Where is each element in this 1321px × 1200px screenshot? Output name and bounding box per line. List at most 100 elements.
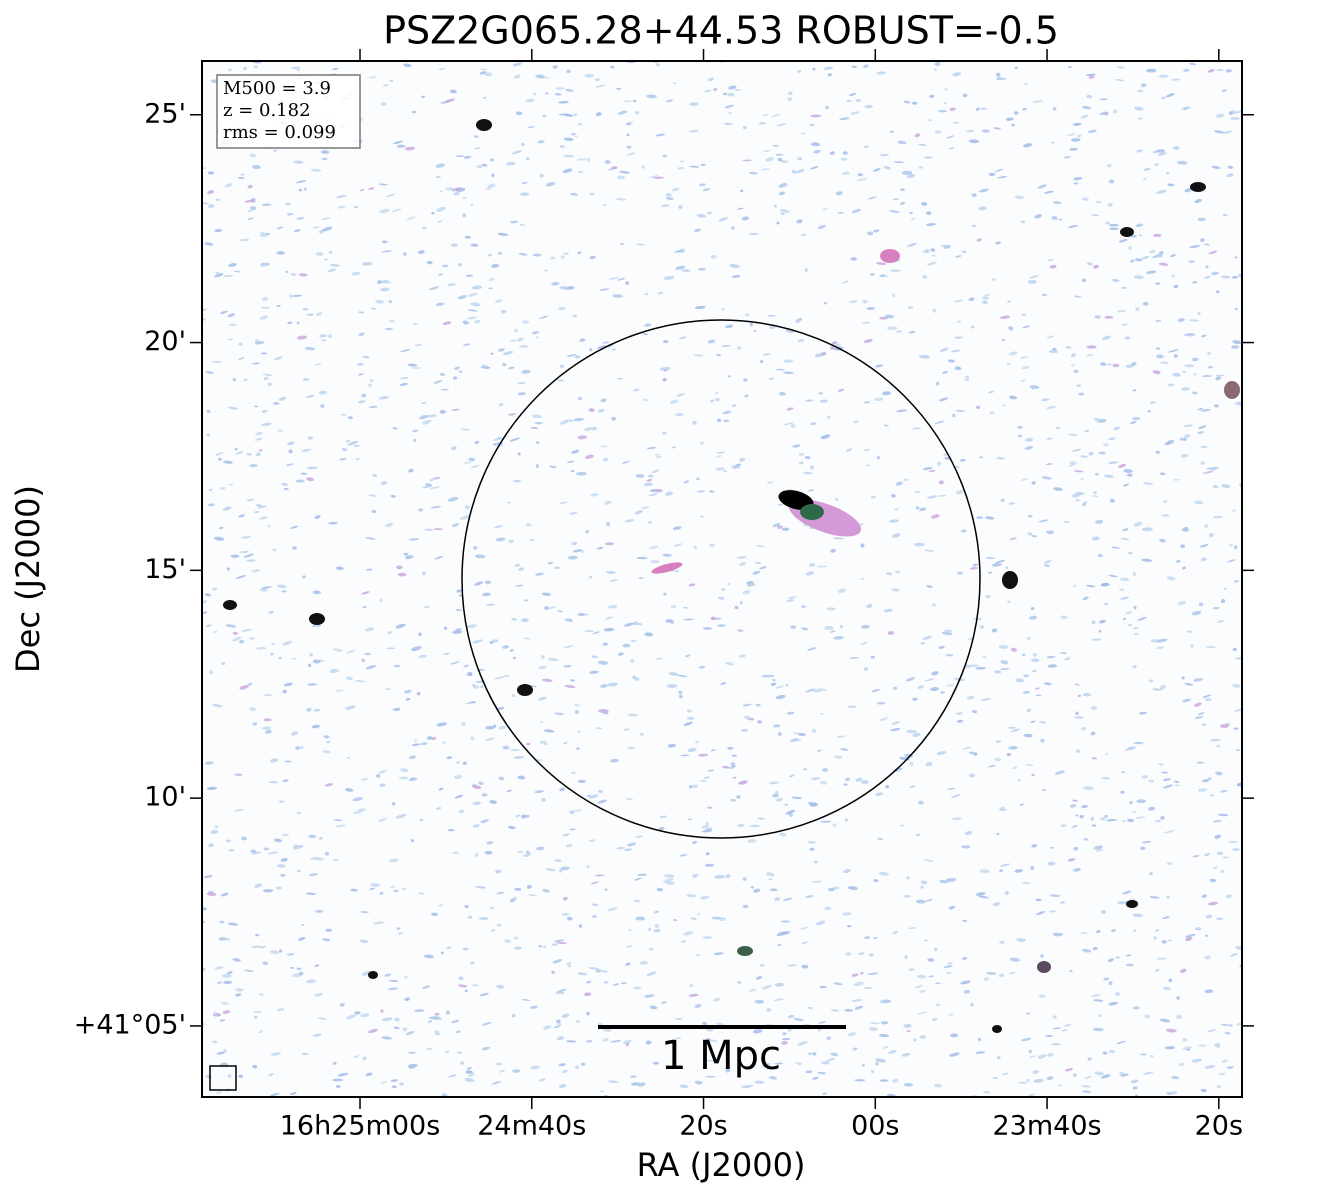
- noise-speck: [243, 66, 247, 71]
- noise-speck: [607, 682, 619, 687]
- noise-speck: [412, 323, 419, 326]
- noise-speck: [1219, 789, 1228, 793]
- noise-speck: [225, 839, 231, 843]
- noise-speck: [565, 1040, 577, 1043]
- noise-speck: [1115, 78, 1125, 82]
- noise-speck: [1065, 346, 1072, 349]
- noise-speck: [661, 204, 670, 207]
- noise-speck: [434, 555, 444, 560]
- noise-speck: [1227, 165, 1234, 169]
- noise-speck: [625, 122, 632, 126]
- noise-speck: [389, 79, 394, 82]
- noise-speck: [814, 352, 824, 358]
- noise-speck: [1197, 431, 1205, 435]
- noise-speck: [1177, 600, 1186, 606]
- noise-speck: [1127, 623, 1133, 627]
- noise-speck: [1200, 238, 1205, 242]
- noise-speck: [820, 1061, 830, 1065]
- noise-speck: [276, 584, 287, 589]
- noise-speck: [344, 788, 354, 792]
- noise-speck: [574, 809, 582, 812]
- noise-speck: [892, 930, 899, 935]
- noise-speck: [742, 159, 752, 162]
- noise-speck: [1022, 107, 1027, 111]
- noise-speck: [278, 800, 285, 803]
- noise-speck: [535, 572, 544, 576]
- noise-speck: [370, 307, 377, 310]
- noise-speck: [1130, 421, 1137, 424]
- noise-speck: [539, 721, 544, 723]
- noise-speck: [330, 263, 340, 267]
- noise-speck: [577, 435, 588, 440]
- noise-speck: [564, 684, 576, 689]
- noise-speck: [672, 526, 682, 530]
- noise-speck: [371, 509, 377, 514]
- noise-speck: [981, 129, 990, 133]
- noise-speck: [679, 1084, 689, 1089]
- noise-speck: [431, 912, 439, 916]
- noise-speck: [607, 604, 618, 609]
- noise-speck: [798, 733, 806, 736]
- noise-speck: [249, 206, 257, 211]
- noise-speck: [1022, 690, 1031, 694]
- noise-speck: [594, 874, 605, 877]
- noise-speck: [943, 965, 953, 969]
- noise-speck: [925, 898, 933, 902]
- noise-speck: [646, 94, 657, 99]
- noise-speck: [502, 350, 514, 356]
- noise-speck: [679, 248, 686, 251]
- noise-speck: [452, 376, 458, 380]
- noise-speck: [869, 1027, 878, 1032]
- noise-speck: [563, 645, 574, 649]
- noise-speck: [353, 206, 358, 209]
- noise-speck: [1135, 307, 1140, 312]
- noise-speck: [896, 330, 903, 333]
- noise-speck: [498, 402, 504, 407]
- noise-speck: [232, 958, 241, 962]
- noise-speck: [787, 964, 797, 967]
- noise-speck: [858, 523, 864, 526]
- noise-speck: [391, 802, 396, 806]
- noise-speck: [427, 1020, 433, 1023]
- noise-speck: [1021, 653, 1026, 657]
- noise-speck: [739, 600, 743, 605]
- noise-speck: [1069, 804, 1077, 808]
- noise-speck: [654, 453, 660, 456]
- noise-speck: [1178, 1063, 1185, 1066]
- noise-speck: [462, 761, 467, 766]
- noise-speck: [1106, 164, 1112, 168]
- noise-speck: [1051, 1043, 1061, 1046]
- noise-speck: [756, 545, 766, 548]
- noise-speck: [472, 984, 479, 987]
- noise-speck: [345, 705, 356, 710]
- noise-speck: [1092, 947, 1098, 951]
- noise-speck: [563, 252, 569, 255]
- noise-speck: [424, 528, 434, 531]
- noise-speck: [713, 997, 720, 1002]
- noise-speck: [1201, 723, 1207, 727]
- noise-speck: [520, 814, 527, 819]
- noise-speck: [623, 1039, 632, 1044]
- noise-speck: [863, 145, 870, 149]
- noise-speck: [820, 712, 824, 715]
- noise-speck: [874, 397, 884, 401]
- noise-speck: [891, 293, 896, 298]
- noise-speck: [891, 588, 900, 592]
- noise-speck: [1074, 683, 1080, 686]
- noise-speck: [351, 271, 361, 276]
- noise-speck: [315, 251, 324, 256]
- plot-area: [202, 61, 1242, 1097]
- noise-speck: [597, 789, 603, 794]
- noise-speck: [588, 575, 593, 579]
- noise-speck: [724, 662, 735, 666]
- noise-speck: [653, 928, 661, 933]
- noise-speck: [557, 610, 563, 613]
- noise-speck: [704, 89, 712, 93]
- noise-speck: [561, 913, 570, 916]
- noise-speck: [795, 168, 805, 174]
- noise-speck: [972, 710, 978, 714]
- noise-speck: [812, 67, 816, 71]
- noise-speck: [742, 125, 747, 130]
- noise-speck: [1132, 665, 1137, 669]
- info-line: M500 = 3.9: [223, 78, 331, 99]
